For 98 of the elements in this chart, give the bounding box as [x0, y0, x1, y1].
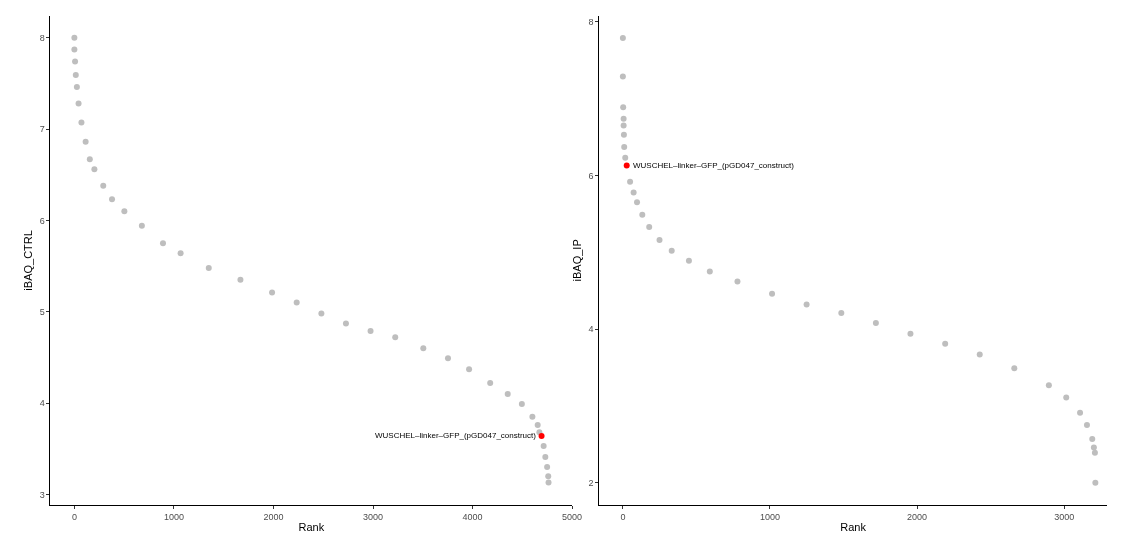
y-tick-label: 2: [588, 477, 594, 488]
point: [620, 122, 627, 129]
point: [392, 334, 399, 341]
point: [769, 290, 776, 297]
point: [872, 319, 879, 326]
point: [622, 154, 629, 161]
point: [159, 240, 166, 247]
point: [237, 276, 244, 283]
x-tick-label: 1000: [163, 511, 184, 522]
y-tick-label: 6: [39, 215, 45, 226]
point: [668, 247, 675, 254]
point: [318, 310, 325, 317]
point: [82, 138, 89, 145]
point: [621, 144, 628, 151]
point: [619, 35, 626, 41]
x-tick-label: 1000: [759, 511, 780, 522]
point: [623, 162, 630, 169]
point: [367, 327, 374, 334]
point: [466, 366, 473, 373]
x-tick-label: 3000: [363, 511, 384, 522]
point: [71, 34, 78, 41]
point: [504, 390, 511, 397]
point: [1063, 394, 1070, 401]
point: [100, 182, 107, 189]
point: [620, 131, 627, 138]
point: [942, 340, 949, 347]
point: [138, 222, 145, 229]
y-tick-label: 6: [588, 170, 594, 181]
x-tick-label: 0: [620, 511, 626, 522]
point: [634, 199, 641, 206]
point: [293, 299, 300, 306]
point: [71, 46, 78, 53]
point: [529, 413, 536, 420]
x-tick-label: 3000: [1054, 511, 1075, 522]
point: [420, 345, 427, 352]
point: [205, 264, 212, 271]
point: [72, 72, 79, 79]
y-axis-title: iBAQ_CTRL: [22, 230, 35, 291]
point: [487, 380, 494, 386]
point: [630, 189, 637, 196]
x-tick-label: 2000: [263, 511, 284, 522]
point: [1092, 479, 1099, 486]
point: [86, 156, 93, 163]
point: [1090, 444, 1097, 451]
point: [545, 473, 552, 480]
point: [646, 223, 653, 230]
point: [177, 250, 184, 257]
point: [838, 309, 845, 316]
point: [907, 330, 914, 337]
y-tick-label: 8: [39, 32, 45, 43]
point: [627, 178, 634, 185]
x-axis-title: Rank: [298, 520, 325, 533]
point: [545, 479, 552, 486]
point: [540, 443, 547, 450]
y-tick-label: 7: [39, 124, 45, 135]
point: [78, 119, 85, 126]
point: [544, 464, 551, 471]
y-tick-label: 5: [39, 306, 45, 317]
point: [73, 83, 80, 90]
point: [1083, 422, 1090, 429]
y-tick-label: 4: [39, 398, 45, 409]
point: [1089, 435, 1096, 442]
point: [542, 454, 549, 460]
point: [706, 268, 713, 275]
point: [639, 211, 646, 218]
point: [534, 422, 541, 429]
point: [1077, 409, 1084, 416]
y-tick-label: 4: [588, 324, 594, 335]
y-axis-title: iBAQ_IP: [571, 239, 584, 282]
point: [619, 73, 626, 80]
point: [109, 196, 116, 203]
y-tick-label: 8: [588, 17, 594, 28]
y-tick-label: 3: [39, 489, 45, 500]
x-tick-label: 4000: [462, 511, 483, 522]
point: [734, 278, 741, 285]
point: [269, 289, 276, 296]
point: [444, 355, 451, 362]
point: [1011, 365, 1018, 372]
x-tick-label: 0: [71, 511, 77, 522]
x-tick-label: 5000: [562, 511, 583, 522]
point: [685, 257, 692, 264]
point: [803, 301, 810, 308]
point: [620, 115, 627, 122]
point: [342, 320, 349, 327]
annotation: WUSCHEL–linker–GFP_(pGD047_construct): [633, 161, 795, 170]
x-tick-label: 2000: [907, 511, 928, 522]
point: [620, 104, 627, 111]
point: [91, 166, 98, 173]
point: [72, 58, 79, 65]
point: [976, 351, 983, 358]
point: [1091, 449, 1098, 456]
point: [121, 208, 128, 215]
x-axis-title: Rank: [840, 520, 867, 533]
point: [75, 100, 82, 107]
point: [518, 401, 525, 408]
point: [1045, 382, 1052, 389]
annotation: WUSCHEL–linker–GFP_(pGD047_construct): [375, 431, 537, 440]
point: [656, 237, 663, 243]
